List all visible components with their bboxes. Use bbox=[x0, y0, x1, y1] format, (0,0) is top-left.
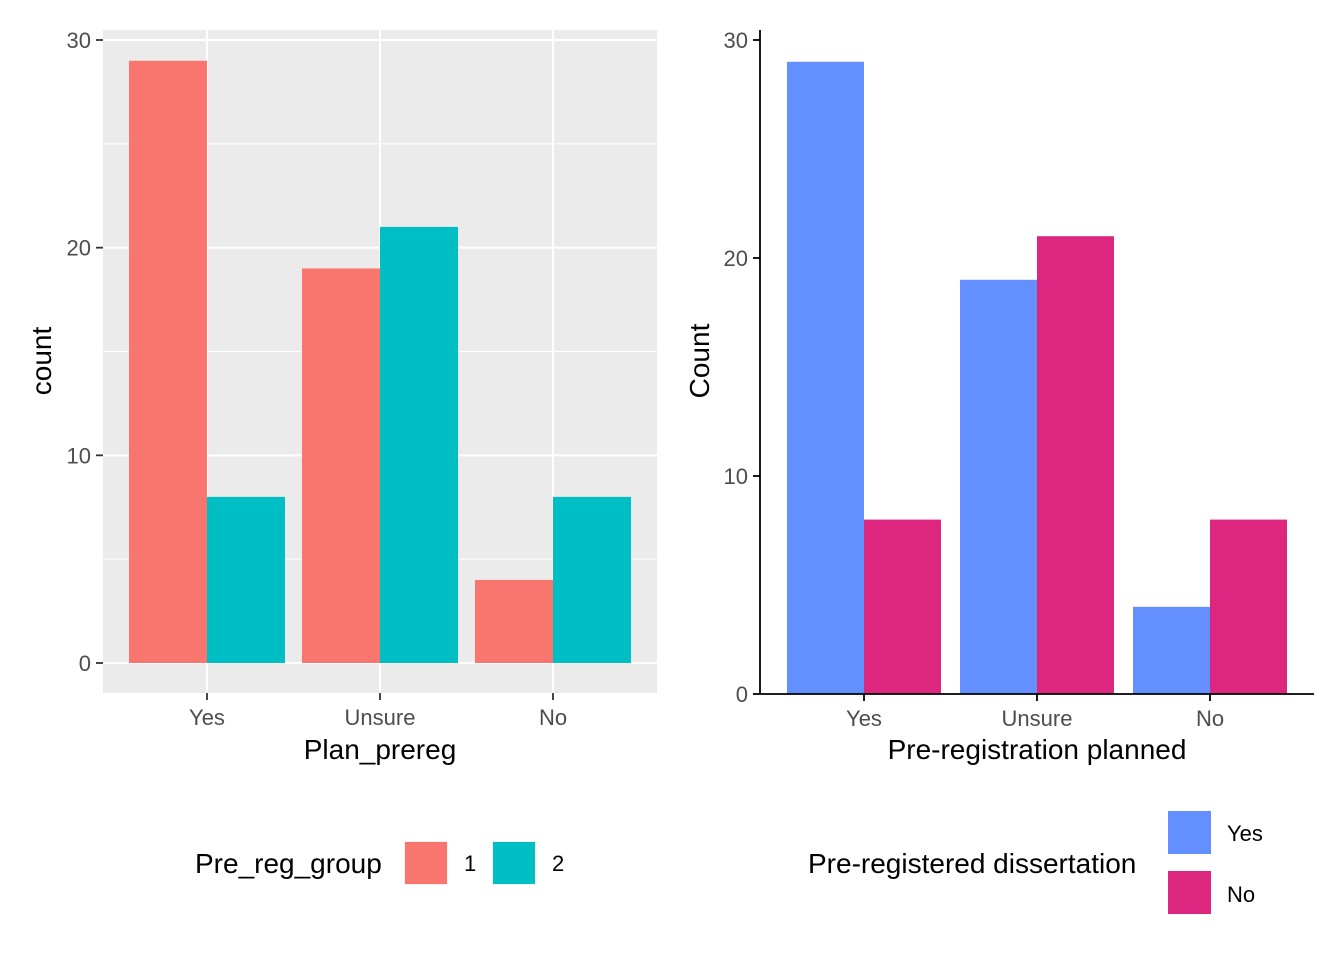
y-axis: 0 10 20 30 bbox=[724, 28, 760, 707]
x-axis: Yes Unsure No bbox=[189, 693, 567, 730]
y-tick-label: 30 bbox=[67, 28, 91, 53]
bar-no-series-1 bbox=[475, 579, 553, 663]
legend-key-swatch bbox=[405, 842, 447, 884]
y-tick-label: 20 bbox=[724, 246, 748, 271]
y-tick-label: 20 bbox=[67, 236, 91, 261]
x-axis: Yes Unsure No bbox=[846, 694, 1224, 731]
legend-label: 2 bbox=[552, 851, 564, 876]
legend: Pre-registered dissertation Yes No bbox=[808, 811, 1263, 914]
y-tick-label: 0 bbox=[79, 651, 91, 676]
x-tick-label: No bbox=[1196, 706, 1224, 731]
x-axis-title: Pre-registration planned bbox=[888, 734, 1187, 765]
y-axis-title: Count bbox=[684, 323, 715, 398]
x-axis-title: Plan_prereg bbox=[304, 734, 457, 765]
x-tick-label: Yes bbox=[846, 706, 882, 731]
legend-key-swatch bbox=[493, 842, 535, 884]
y-tick-label: 30 bbox=[724, 28, 748, 53]
bars bbox=[129, 60, 631, 664]
bar-yes-series-no bbox=[864, 519, 941, 694]
y-axis: 0 10 20 30 bbox=[67, 28, 103, 676]
x-tick-label: No bbox=[539, 705, 567, 730]
legend-title: Pre_reg_group bbox=[195, 848, 382, 879]
legend-key-swatch bbox=[1168, 871, 1211, 914]
legend-key-swatch bbox=[1168, 811, 1211, 854]
bar-yes-series-2 bbox=[207, 496, 285, 663]
chart-left: 0 10 20 30 Yes Unsure No Plan_prereg count Pr… bbox=[26, 28, 657, 885]
y-axis-title: count bbox=[26, 327, 57, 396]
bar-no-series-yes bbox=[1133, 606, 1210, 694]
y-tick-label: 0 bbox=[736, 682, 748, 707]
x-tick-label: Yes bbox=[189, 705, 225, 730]
legend-label: Yes bbox=[1227, 821, 1263, 846]
bar-unsure-series-no bbox=[1037, 236, 1114, 694]
bar-no-series-no bbox=[1210, 519, 1287, 694]
legend: Pre_reg_group 1 2 bbox=[195, 841, 564, 885]
bar-no-series-2 bbox=[553, 496, 631, 663]
legend-title: Pre-registered dissertation bbox=[808, 848, 1136, 879]
bar-yes-series-1 bbox=[129, 60, 207, 664]
bars bbox=[787, 61, 1287, 695]
legend-label: No bbox=[1227, 882, 1255, 907]
bar-yes-series-yes bbox=[787, 61, 864, 695]
chart-right: 0 10 20 30 Yes Unsure No Pre-registration pla… bbox=[684, 28, 1314, 914]
bar-unsure-series-2 bbox=[380, 226, 458, 663]
bar-unsure-series-1 bbox=[302, 268, 380, 663]
bar-unsure-series-yes bbox=[960, 279, 1037, 694]
y-tick-label: 10 bbox=[724, 464, 748, 489]
x-tick-label: Unsure bbox=[1002, 706, 1073, 731]
legend-label: 1 bbox=[464, 851, 476, 876]
x-tick-label: Unsure bbox=[345, 705, 416, 730]
y-tick-label: 10 bbox=[67, 443, 91, 468]
